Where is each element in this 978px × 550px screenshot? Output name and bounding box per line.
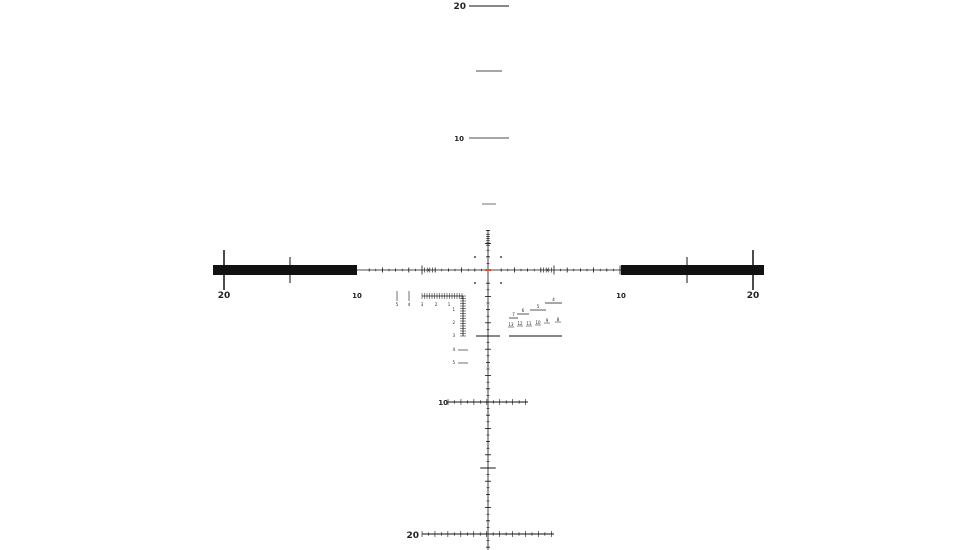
label-bottom-20: 20 xyxy=(406,531,419,541)
left-cluster-v-label: 1 xyxy=(452,307,455,312)
left-cluster-h-label: 5 xyxy=(396,302,399,307)
reticle-marks xyxy=(213,5,764,550)
right-cluster-bottom-label: 12 xyxy=(517,321,523,326)
right-cluster-bottom-label: 8 xyxy=(557,317,560,322)
label-bottom-10: 10 xyxy=(438,399,448,407)
label-top-20: 20 xyxy=(453,2,466,12)
right-cluster-bottom-label: 9 xyxy=(546,318,549,323)
right-cluster-top-label: 5 xyxy=(537,304,540,309)
left-cluster-v-label: 4 xyxy=(452,347,455,352)
left-cluster-v-label: 2 xyxy=(452,320,455,325)
right-cluster-bottom-label: 11 xyxy=(526,321,532,326)
label-right-10: 10 xyxy=(616,292,626,300)
label-left-20: 20 xyxy=(218,291,231,301)
right-cluster-top-label: 7 xyxy=(512,312,515,317)
left-cluster-h-label: 4 xyxy=(408,302,411,307)
right-cluster-bottom-label: 13 xyxy=(508,322,514,327)
right-cluster-top-label: 4 xyxy=(552,297,555,302)
wind-dot xyxy=(500,282,502,284)
wind-dot xyxy=(500,256,502,258)
wind-dot xyxy=(474,282,476,284)
left-cluster-h-label: 2 xyxy=(435,302,438,307)
label-top-10: 10 xyxy=(454,135,464,143)
wind-dot xyxy=(474,256,476,258)
right-cluster-bottom-label: 10 xyxy=(535,320,541,325)
thick-bar-right xyxy=(621,265,764,275)
label-right-20: 20 xyxy=(747,291,760,301)
left-cluster-h-label: 3 xyxy=(421,302,424,307)
left-cluster-v-label: 3 xyxy=(452,333,455,338)
left-cluster-v-label: 5 xyxy=(452,360,455,365)
right-cluster-top-label: 6 xyxy=(522,308,525,313)
left-cluster-h-label: 1 xyxy=(448,302,451,307)
thick-bar-left xyxy=(213,265,357,275)
label-left-10: 10 xyxy=(352,292,362,300)
center-dot xyxy=(485,269,491,271)
